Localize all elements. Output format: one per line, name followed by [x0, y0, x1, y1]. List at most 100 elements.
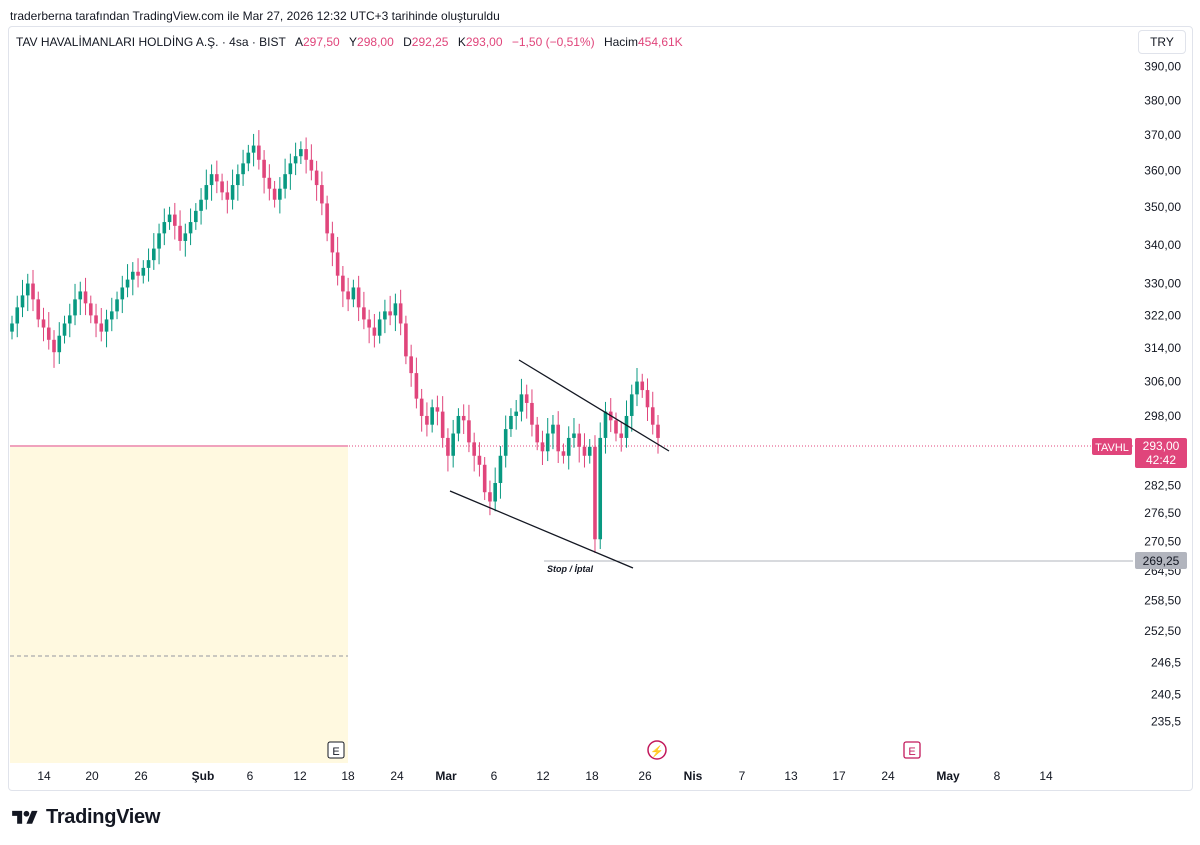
candle-body — [446, 437, 450, 456]
candle-body — [551, 424, 555, 434]
candle-body — [25, 283, 30, 296]
open-label: A — [294, 35, 303, 49]
candle-body — [194, 210, 198, 223]
candle-body — [220, 181, 224, 193]
high-label: Y — [349, 35, 358, 49]
wedge-upper-line — [518, 359, 670, 452]
candle-body — [435, 407, 440, 412]
candle-body — [209, 174, 214, 186]
symbol-tag-bg — [1092, 438, 1132, 455]
candle-body — [404, 323, 408, 357]
high-value: 298,00 — [357, 35, 394, 49]
candle-body — [31, 283, 35, 300]
candle-body — [635, 381, 639, 395]
close-value: 293,00 — [465, 35, 503, 49]
candle-body — [503, 429, 508, 456]
candle-body — [262, 159, 266, 178]
candle-body — [283, 174, 287, 189]
stop-annotation: Stop / İptal — [547, 564, 593, 574]
candle-body — [41, 319, 46, 328]
y-tick-label: 298,00 — [1144, 409, 1181, 423]
y-tick-label: 380,00 — [1144, 93, 1181, 107]
candle-body — [188, 222, 193, 234]
y-tick-label: 390,00 — [1144, 60, 1181, 74]
candle-body — [125, 279, 130, 288]
candle-body — [167, 214, 172, 223]
x-tick-label: 6 — [247, 769, 254, 783]
candle-body — [645, 390, 650, 408]
candle-body — [367, 319, 371, 328]
candle-body — [46, 327, 51, 340]
candle-body — [409, 356, 413, 374]
candle-body — [309, 159, 314, 171]
svg-text:⚡: ⚡ — [650, 745, 664, 758]
candle-body — [530, 402, 534, 425]
tradingview-logo: TradingView — [10, 806, 160, 829]
candle-body — [456, 415, 461, 434]
candle-body — [225, 192, 230, 200]
future-earnings-event-icon[interactable]: E — [903, 741, 921, 759]
y-tick-label: 314,00 — [1144, 341, 1181, 355]
candle-body — [472, 442, 476, 456]
x-tick-label: 17 — [832, 769, 846, 783]
candle-body — [57, 335, 62, 353]
candle-body — [335, 252, 340, 276]
candle-body — [146, 260, 151, 268]
candle-body — [587, 446, 592, 456]
candle-body — [62, 323, 67, 336]
ohlc-legend: TAV HAVALİMANLARI HOLDİNG A.Ş. · 4sa · B… — [16, 35, 683, 49]
candle-body — [341, 275, 345, 292]
earnings-event-icon[interactable]: E — [327, 741, 345, 759]
candle-body — [356, 287, 361, 308]
candle-body — [535, 424, 540, 443]
x-tick-label: Nis — [684, 769, 703, 783]
candle-body — [241, 163, 245, 175]
candle-body — [425, 415, 429, 425]
y-tick-label: 360,00 — [1144, 164, 1181, 178]
x-tick-label: 7 — [739, 769, 746, 783]
candle-body — [88, 303, 93, 316]
candle-body — [566, 437, 571, 456]
price-tag-bg — [1135, 438, 1187, 468]
candle-body — [377, 319, 382, 336]
candle-body — [393, 303, 398, 316]
candle-body — [299, 149, 303, 157]
candle-body — [372, 327, 377, 336]
candle-body — [514, 411, 518, 416]
chart-credit: traderberna tarafından TradingView.com i… — [10, 9, 500, 23]
candle-body — [199, 199, 203, 211]
y-tick-label: 252,50 — [1144, 624, 1181, 638]
candle-body — [293, 156, 298, 164]
candle-body — [251, 145, 256, 153]
candle-body — [482, 464, 487, 493]
candle-body — [330, 233, 335, 253]
currency-button[interactable]: TRY — [1138, 30, 1186, 54]
lightning-event-icon[interactable]: ⚡ — [647, 740, 667, 760]
candle-body — [582, 446, 587, 456]
stop-tag: 269,25 — [1143, 554, 1180, 568]
candle-body — [398, 303, 403, 324]
volume-label: Hacim — [603, 35, 638, 49]
candle-body — [414, 373, 419, 399]
candle-body — [320, 185, 324, 204]
candle-body — [257, 145, 261, 160]
countdown-tag: 42:42 — [1146, 453, 1176, 467]
candle-body — [288, 163, 293, 175]
x-tick-label: 13 — [784, 769, 798, 783]
x-tick-label: 20 — [85, 769, 99, 783]
candle-body — [236, 174, 240, 186]
candle-body — [540, 442, 545, 452]
candle-body — [230, 185, 235, 200]
x-tick-label: 6 — [491, 769, 498, 783]
change-value: −1,50 (−0,51%) — [511, 35, 595, 49]
x-tick-label: 14 — [37, 769, 51, 783]
candle-body — [52, 339, 56, 353]
candle-body — [603, 411, 608, 438]
candle-body — [461, 415, 466, 421]
candle-body — [614, 420, 618, 434]
candle-body — [141, 267, 146, 276]
price-tag: 293,00 — [1143, 439, 1180, 453]
candle-body — [136, 271, 140, 276]
x-tick-label: 12 — [293, 769, 307, 783]
